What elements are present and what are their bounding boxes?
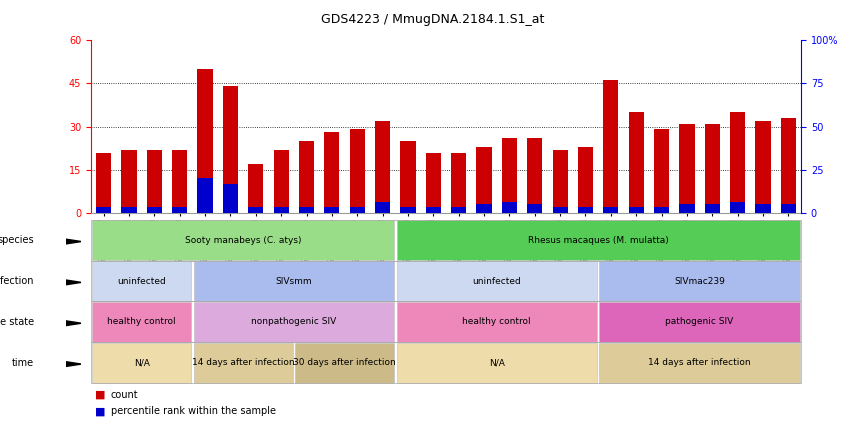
Bar (629, 112, 643, 213)
Bar (223, 184, 238, 213)
Bar (781, 205, 796, 213)
Bar (350, 207, 365, 213)
Text: ■: ■ (95, 406, 106, 416)
Text: uninfected: uninfected (117, 277, 166, 285)
Text: 14 days after infection: 14 days after infection (191, 358, 294, 367)
Text: N/A: N/A (488, 358, 505, 367)
Text: uninfected: uninfected (472, 277, 521, 285)
Bar (730, 112, 746, 213)
Bar (730, 202, 746, 213)
Bar (249, 207, 263, 213)
Polygon shape (66, 321, 81, 325)
Bar (121, 150, 137, 213)
Bar (476, 205, 492, 213)
Text: species: species (0, 235, 34, 245)
Text: N/A: N/A (133, 358, 150, 367)
Bar (476, 147, 492, 213)
Bar (578, 147, 593, 213)
Bar (604, 80, 618, 213)
Text: disease state: disease state (0, 317, 34, 327)
Bar (527, 205, 542, 213)
Text: 14 days after infection: 14 days after infection (649, 358, 751, 367)
Polygon shape (66, 239, 81, 244)
Bar (121, 207, 137, 213)
Bar (451, 153, 466, 213)
Bar (501, 202, 517, 213)
Text: infection: infection (0, 276, 34, 286)
Text: 30 days after infection: 30 days after infection (294, 358, 396, 367)
Bar (299, 141, 314, 213)
Bar (755, 121, 771, 213)
Text: ■: ■ (95, 390, 106, 400)
Bar (553, 150, 568, 213)
Bar (426, 207, 441, 213)
Bar (654, 207, 669, 213)
Bar (679, 124, 695, 213)
Polygon shape (66, 280, 81, 285)
Bar (426, 153, 441, 213)
Bar (146, 207, 162, 213)
Bar (604, 207, 618, 213)
Text: percentile rank within the sample: percentile rank within the sample (111, 406, 276, 416)
Bar (451, 207, 466, 213)
Bar (197, 178, 213, 213)
Text: SIVmac239: SIVmac239 (674, 277, 725, 285)
Bar (400, 207, 416, 213)
Bar (705, 205, 720, 213)
Bar (197, 69, 213, 213)
Bar (501, 138, 517, 213)
Bar (146, 150, 162, 213)
Text: nonpathogenic SIV: nonpathogenic SIV (251, 317, 337, 326)
Bar (350, 130, 365, 213)
Bar (527, 138, 542, 213)
Text: count: count (111, 390, 139, 400)
Bar (249, 164, 263, 213)
Text: time: time (11, 358, 34, 368)
Bar (299, 207, 314, 213)
Text: healthy control: healthy control (107, 317, 176, 326)
Bar (324, 207, 339, 213)
Bar (654, 130, 669, 213)
Bar (324, 132, 339, 213)
Bar (781, 118, 796, 213)
Bar (223, 86, 238, 213)
Bar (375, 202, 391, 213)
Bar (96, 153, 111, 213)
Bar (679, 205, 695, 213)
Text: Rhesus macaques (M. mulatta): Rhesus macaques (M. mulatta) (527, 236, 669, 245)
Text: GDS4223 / MmugDNA.2184.1.S1_at: GDS4223 / MmugDNA.2184.1.S1_at (321, 13, 545, 26)
Bar (400, 141, 416, 213)
Polygon shape (66, 362, 81, 366)
Text: healthy control: healthy control (462, 317, 531, 326)
Text: pathogenic SIV: pathogenic SIV (665, 317, 734, 326)
Bar (629, 207, 643, 213)
Bar (755, 205, 771, 213)
Bar (553, 207, 568, 213)
Bar (274, 207, 288, 213)
Bar (705, 124, 720, 213)
Bar (274, 150, 288, 213)
Text: Sooty manabeys (C. atys): Sooty manabeys (C. atys) (184, 236, 301, 245)
Bar (172, 207, 187, 213)
Bar (96, 207, 111, 213)
Text: SIVsmm: SIVsmm (275, 277, 312, 285)
Bar (172, 150, 187, 213)
Bar (375, 121, 391, 213)
Bar (578, 207, 593, 213)
